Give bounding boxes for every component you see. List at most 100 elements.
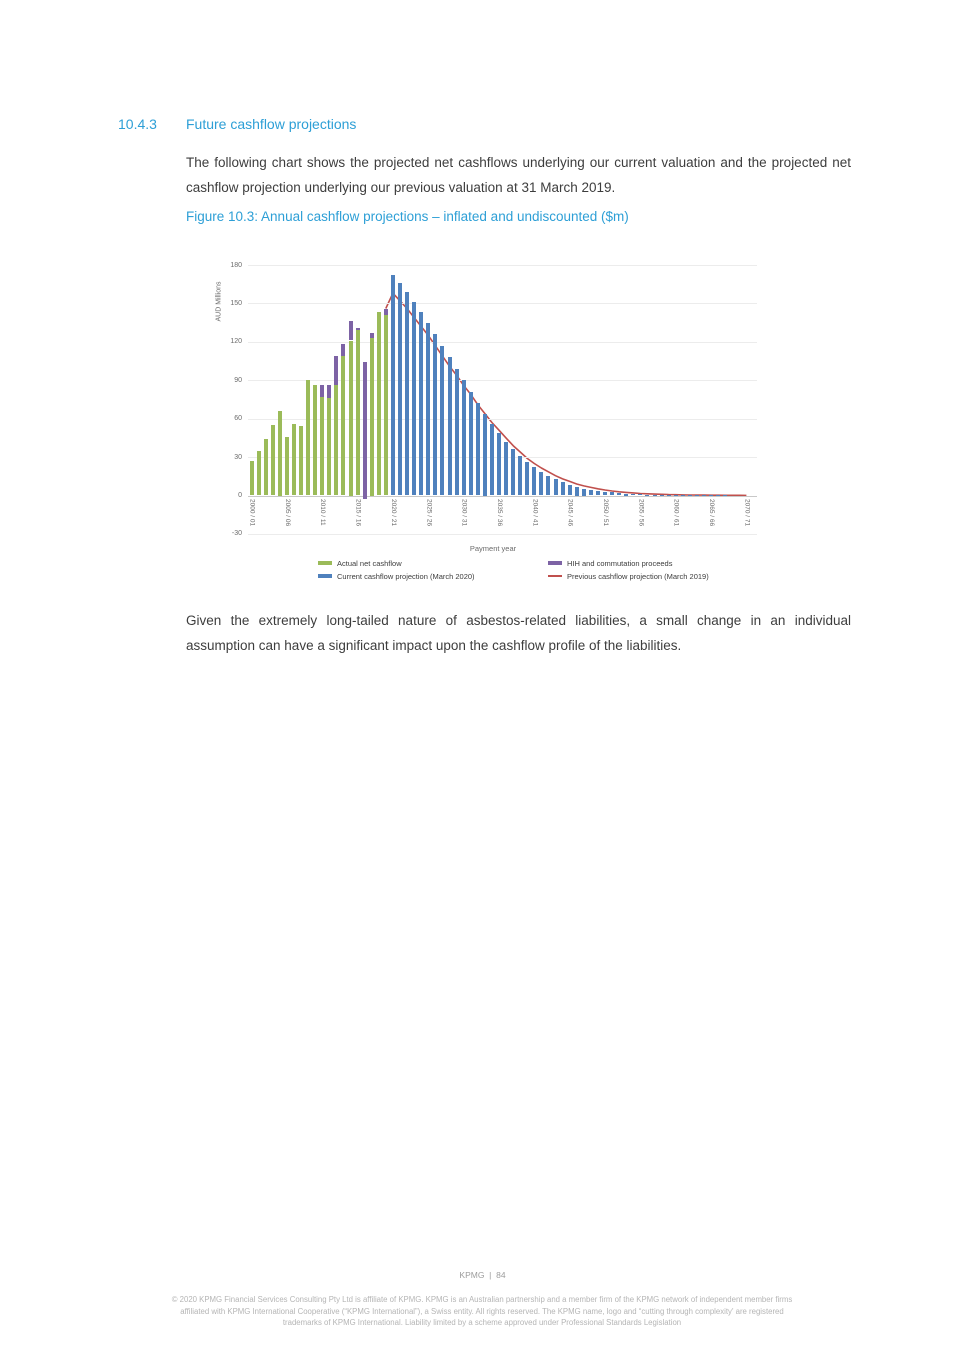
x-tick-label-2060: 2060 / 61 xyxy=(672,499,680,527)
bar-current-cashflow-projection xyxy=(610,492,615,496)
figure-caption: Figure 10.3: Annual cashflow projections… xyxy=(186,209,629,224)
legend-item-actual-net-cashflow: Actual net cashflow xyxy=(318,558,402,568)
x-tick-label-2055: 2055 / 56 xyxy=(637,499,645,527)
bar-actual-net-cashflow xyxy=(348,340,353,496)
x-tick-label-2020: 2020 / 21 xyxy=(389,499,397,527)
bar-current-cashflow-projection xyxy=(426,322,431,496)
footer-separator: | xyxy=(489,1270,492,1280)
bar-current-cashflow-projection xyxy=(412,302,417,496)
bar-current-cashflow-projection xyxy=(588,489,593,496)
bar-actual-net-cashflow xyxy=(256,450,261,496)
bar-hih-commutation-proceeds xyxy=(369,332,374,338)
bar-actual-net-cashflow xyxy=(334,385,339,496)
bar-current-cashflow-projection xyxy=(539,471,544,496)
section-number: 10.4.3 xyxy=(118,116,157,132)
bar-current-cashflow-projection xyxy=(581,488,586,496)
copyright-line-2: affiliated with KPMG International Coope… xyxy=(180,1306,784,1316)
copyright-line-3: trademarks of KPMG International. Liabil… xyxy=(282,1318,682,1327)
bar-current-cashflow-projection xyxy=(603,491,607,496)
bar-current-cashflow-projection xyxy=(532,467,537,496)
bar-hih-commutation-proceeds xyxy=(362,362,367,500)
bar-current-cashflow-projection xyxy=(659,494,664,496)
legend-label-previous-projection: Previous cashflow projection (March 2019… xyxy=(567,571,709,581)
gridline-y-90 xyxy=(248,380,757,382)
y-tick-label-60: 60 xyxy=(234,415,242,423)
legend-label-current-projection: Current cashflow projection (March 2020) xyxy=(337,571,475,581)
gridline-y-0 xyxy=(248,495,757,497)
bar-current-cashflow-projection xyxy=(489,423,494,496)
bar-current-cashflow-projection xyxy=(454,368,459,496)
x-tick-label-2045: 2045 / 46 xyxy=(566,499,574,527)
bar-current-cashflow-projection xyxy=(433,334,438,496)
bar-actual-net-cashflow xyxy=(369,338,374,496)
gridline-y-150 xyxy=(248,303,757,305)
bar-actual-net-cashflow xyxy=(383,314,388,496)
bar-current-cashflow-projection xyxy=(574,486,579,496)
gridline-y-120 xyxy=(248,341,757,343)
x-tick-label-2035: 2035 / 36 xyxy=(496,499,503,527)
bar-current-cashflow-projection xyxy=(560,482,565,496)
bar-hih-commutation-proceeds xyxy=(334,355,339,386)
bar-actual-net-cashflow xyxy=(249,460,254,496)
bar-current-cashflow-projection xyxy=(504,441,508,496)
legend-swatch-actual-net-cashflow xyxy=(318,561,332,565)
bar-actual-net-cashflow xyxy=(320,396,325,496)
gridline-y--30 xyxy=(248,533,757,535)
page-footer: KPMG | 84 xyxy=(0,1270,965,1280)
bar-current-cashflow-projection xyxy=(624,493,629,496)
bar-current-cashflow-projection xyxy=(419,312,424,496)
y-tick-label-180: 180 xyxy=(230,261,242,269)
bar-current-cashflow-projection xyxy=(652,494,657,496)
gridline-y-60 xyxy=(248,418,757,420)
bar-actual-net-cashflow xyxy=(313,385,318,496)
bar-current-cashflow-projection xyxy=(595,490,600,496)
bar-current-cashflow-projection xyxy=(482,413,487,496)
bar-current-cashflow-projection xyxy=(440,345,445,496)
bar-current-cashflow-projection xyxy=(468,391,473,496)
bar-actual-net-cashflow xyxy=(341,355,346,496)
bar-actual-net-cashflow xyxy=(306,380,311,496)
bar-hih-commutation-proceeds xyxy=(348,321,353,341)
bar-actual-net-cashflow xyxy=(284,436,289,496)
bar-current-cashflow-projection xyxy=(666,495,671,496)
bar-actual-net-cashflow xyxy=(299,426,303,496)
x-tick-label-2030: 2030 / 31 xyxy=(460,499,468,527)
y-tick-label-120: 120 xyxy=(230,338,242,346)
bar-actual-net-cashflow xyxy=(355,330,360,496)
bar-current-cashflow-projection xyxy=(447,357,452,496)
x-tick-label-2010: 2010 / 11 xyxy=(319,499,327,526)
bar-current-cashflow-projection xyxy=(497,432,501,496)
intro-paragraph: The following chart shows the projected … xyxy=(186,155,851,195)
x-tick-label-2070: 2070 / 71 xyxy=(743,499,751,527)
y-tick-label--30: -30 xyxy=(231,530,242,538)
x-axis-title: Payment year xyxy=(469,544,517,553)
y-tick-label-150: 150 xyxy=(230,299,242,307)
legend-swatch-current-projection xyxy=(318,574,332,578)
gridline-y-30 xyxy=(248,457,757,459)
bar-hih-commutation-proceeds xyxy=(383,308,388,315)
y-tick-label-0: 0 xyxy=(238,492,242,499)
bar-hih-commutation-proceeds xyxy=(341,344,346,356)
bar-current-cashflow-projection xyxy=(390,275,395,496)
gridline-y-180 xyxy=(248,265,757,266)
bar-actual-net-cashflow xyxy=(270,425,275,496)
legend-label-hih-commutation: HIH and commutation proceeds xyxy=(567,558,673,568)
bar-hih-commutation-proceeds xyxy=(320,385,325,397)
bar-current-cashflow-projection xyxy=(398,282,402,496)
bar-actual-net-cashflow xyxy=(277,411,282,496)
copyright-line-1: © 2020 KPMG Financial Services Consultin… xyxy=(171,1295,793,1304)
legend-label-actual-net-cashflow: Actual net cashflow xyxy=(337,558,402,568)
body-paragraph: Given the extremely long-tailed nature o… xyxy=(186,613,851,653)
legend-item-current-projection: Current cashflow projection (March 2020) xyxy=(318,571,475,581)
legend-item-hih-commutation: HIH and commutation proceeds xyxy=(548,558,672,568)
bar-current-cashflow-projection xyxy=(645,494,650,496)
footer-brand: KPMG xyxy=(459,1270,485,1280)
bar-current-cashflow-projection xyxy=(461,380,466,496)
bar-current-cashflow-projection xyxy=(553,478,558,496)
bar-current-cashflow-projection xyxy=(525,462,530,496)
bar-hih-commutation-proceeds xyxy=(327,385,332,399)
bar-actual-net-cashflow xyxy=(327,398,332,496)
x-tick-label-2005: 2005 / 06 xyxy=(283,499,291,527)
bar-current-cashflow-projection xyxy=(638,494,643,496)
